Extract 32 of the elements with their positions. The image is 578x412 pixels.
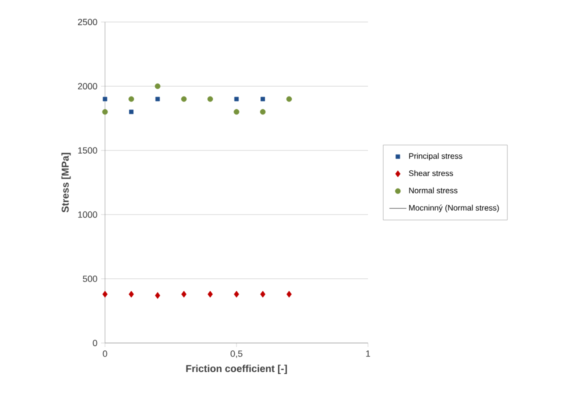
y-tick-label: 0: [92, 340, 98, 346]
y-tick-label: 1000: [78, 211, 98, 218]
y-tick-label: 2000: [78, 83, 98, 90]
x-tick-label: 1: [366, 350, 370, 357]
point: [208, 290, 213, 298]
y-tick-label: 500: [82, 276, 98, 282]
point: [102, 96, 108, 102]
point: [102, 109, 108, 115]
point: [128, 96, 134, 102]
point: [155, 96, 160, 102]
point: [155, 292, 160, 299]
x-tick-label: 0: [102, 350, 108, 357]
point: [234, 290, 240, 298]
point: [260, 290, 266, 298]
point: [286, 290, 292, 298]
y-axis-title: Stress [MPa]: [61, 152, 71, 212]
point: [260, 96, 265, 102]
y-tick-label: 2500: [78, 18, 98, 26]
point: [154, 83, 160, 89]
point: [128, 290, 134, 298]
y-tick-label: 1500: [78, 147, 98, 154]
point: [102, 290, 108, 298]
point: [234, 109, 240, 115]
point: [260, 109, 266, 115]
x-axis-title: Friction coefficient [-]: [186, 364, 287, 374]
point: [207, 96, 213, 102]
point: [286, 96, 292, 102]
point: [129, 110, 134, 114]
point: [181, 290, 186, 298]
point: [181, 96, 187, 102]
point: [234, 96, 239, 102]
x-tick-label: 0,5: [230, 350, 242, 358]
